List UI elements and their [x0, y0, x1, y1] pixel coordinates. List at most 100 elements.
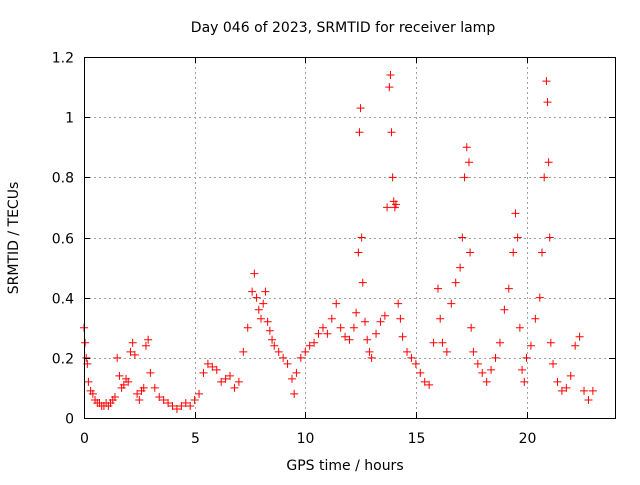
y-axis-label: SRMTID / TECUs: [6, 182, 22, 295]
data-point: [458, 233, 467, 242]
data-point: [254, 305, 263, 314]
data-point: [387, 128, 396, 137]
data-point: [537, 248, 546, 257]
data-point: [195, 389, 204, 398]
data-point: [515, 323, 524, 332]
data-point: [566, 371, 575, 380]
data-point: [358, 278, 367, 287]
data-point: [341, 332, 350, 341]
x-tick-label: 0: [80, 431, 89, 447]
data-point: [128, 338, 137, 347]
data-point: [360, 317, 369, 326]
data-point: [575, 332, 584, 341]
data-point: [487, 365, 496, 374]
data-point: [84, 377, 93, 386]
data-point: [365, 347, 374, 356]
data-point: [226, 371, 235, 380]
ticks-layer: 0 0.2 0.4 0.6 0.8 1 1.2 0 5 10 15 20: [52, 51, 615, 447]
data-point: [186, 401, 195, 410]
data-point: [464, 158, 473, 167]
data-point: [314, 329, 323, 338]
data-point: [263, 317, 272, 326]
data-point: [82, 353, 91, 362]
data-point: [513, 233, 522, 242]
data-point: [296, 353, 305, 362]
data-point: [310, 338, 319, 347]
y-tick-label: 0.2: [52, 352, 74, 368]
data-point: [540, 173, 549, 182]
data-point: [544, 158, 553, 167]
data-point: [386, 71, 395, 80]
x-tick-label: 20: [519, 431, 537, 447]
data-point: [126, 347, 135, 356]
data-point: [239, 347, 248, 356]
data-point: [543, 98, 552, 107]
y-tick-label: 0.6: [52, 232, 74, 248]
data-point: [133, 389, 142, 398]
data-point: [250, 269, 259, 278]
data-point: [535, 293, 544, 302]
x-axis-label: GPS time / hours: [286, 458, 403, 474]
data-point: [434, 284, 442, 293]
data-point: [110, 392, 119, 401]
data-point: [164, 398, 173, 407]
data-point: [403, 347, 412, 356]
data-point: [398, 332, 407, 341]
data-point: [380, 311, 389, 320]
data-point: [372, 329, 381, 338]
chart-title: Day 046 of 2023, SRMTID for receiver lam…: [191, 20, 496, 36]
data-point: [287, 374, 296, 383]
data-point: [571, 341, 580, 350]
data-point: [356, 104, 365, 113]
data-point: [511, 209, 520, 218]
data-point: [584, 395, 593, 404]
grid-layer: [84, 57, 615, 418]
data-point: [349, 323, 358, 332]
data-point: [177, 401, 186, 410]
data-point: [363, 335, 372, 344]
data-point: [252, 293, 261, 302]
data-point: [545, 233, 554, 242]
data-point: [546, 338, 555, 347]
data-point: [416, 368, 425, 377]
data-point: [203, 359, 212, 368]
data-point: [172, 404, 181, 413]
data-point: [230, 383, 239, 392]
data-point: [274, 347, 283, 356]
data-point: [243, 323, 252, 332]
data-point: [462, 143, 471, 152]
data-point: [456, 263, 465, 272]
data-point: [146, 368, 155, 377]
data-point: [190, 395, 199, 404]
data-point: [318, 323, 327, 332]
data-point: [323, 329, 332, 338]
data-point: [221, 374, 230, 383]
data-point: [268, 335, 277, 344]
data-point: [518, 365, 527, 374]
data-point: [305, 341, 314, 350]
data-point: [234, 377, 243, 386]
data-point: [522, 353, 531, 362]
data-point: [588, 386, 597, 395]
data-point: [425, 380, 434, 389]
data-point: [553, 377, 562, 386]
data-point: [562, 383, 571, 392]
data-point: [442, 347, 451, 356]
points-layer: [80, 71, 597, 413]
x-tick-label: 5: [191, 431, 200, 447]
data-point: [301, 347, 310, 356]
data-point: [345, 335, 354, 344]
data-point: [396, 314, 405, 323]
data-point: [88, 389, 97, 398]
data-point: [130, 350, 139, 359]
data-point: [336, 323, 345, 332]
data-point: [557, 386, 566, 395]
data-point: [478, 368, 487, 377]
data-point: [447, 299, 456, 308]
data-point: [391, 200, 400, 209]
data-point: [332, 299, 341, 308]
data-point: [199, 368, 208, 377]
data-point: [270, 341, 279, 350]
data-point: [113, 353, 122, 362]
